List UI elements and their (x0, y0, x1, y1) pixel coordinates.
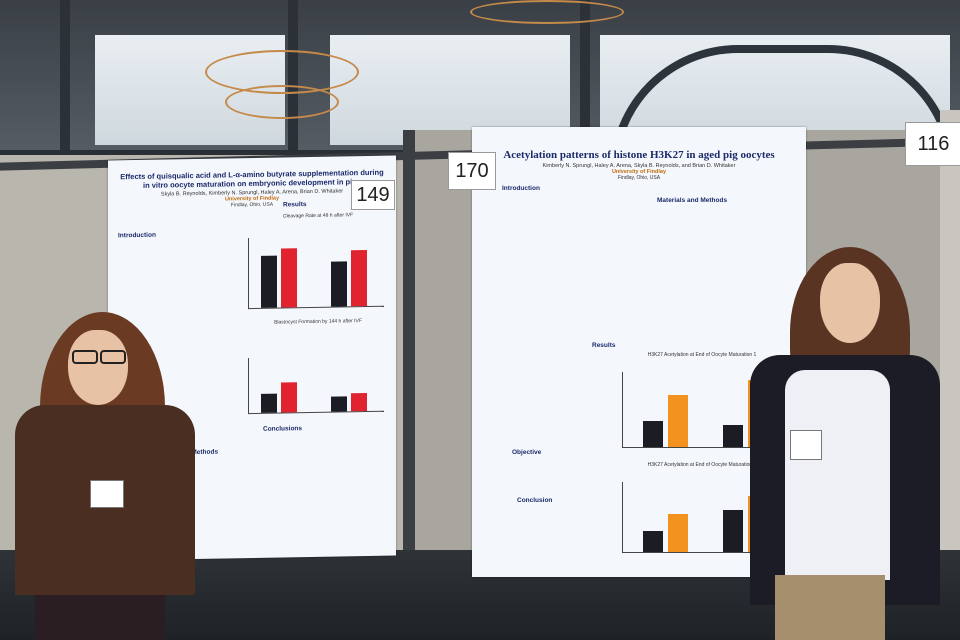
poster-authors: Kimberly N. Sprungl, Haley A. Arena, Sky… (542, 163, 736, 169)
chart-bar (668, 513, 688, 552)
poster-number-card: 170 (448, 152, 496, 190)
chart-bar (643, 531, 663, 552)
name-badge (90, 480, 124, 508)
poster-number-card: 149 (351, 180, 395, 210)
chart-title: Cleavage Rate at 48 h after IVF (282, 212, 354, 220)
section-heading: Introduction (118, 231, 156, 240)
glasses (72, 350, 98, 364)
section-heading: Results (283, 201, 307, 209)
section-heading: Conclusions (263, 425, 303, 433)
khaki-pants (775, 575, 885, 640)
floral-blouse (785, 370, 890, 580)
face (68, 330, 128, 405)
poster-institution: University of Findlay (611, 169, 667, 175)
chart-bar (261, 393, 277, 413)
pants (35, 595, 165, 640)
section-heading: Results (592, 342, 616, 349)
bar-chart (248, 235, 384, 310)
chandelier (470, 0, 624, 24)
chart-title: H3K27 Acetylation at End of Oocyte Matur… (647, 352, 757, 358)
chart-bar (723, 510, 743, 552)
poster-location: Findlay, Ohio, USA (617, 175, 661, 181)
name-badge (790, 430, 822, 460)
chart-bar (331, 395, 347, 412)
chart-bar (281, 381, 297, 413)
chart-bar (351, 249, 367, 307)
section-heading: Materials and Methods (657, 197, 728, 204)
chart-bar (643, 420, 663, 447)
partition-post (403, 130, 415, 560)
chart-title: Blastocyst Formation by 144 h after IVF (274, 318, 362, 326)
window-mullion (60, 0, 70, 150)
section-heading: Introduction (502, 185, 540, 192)
partition-wall-right (940, 110, 960, 560)
chart-bar (261, 255, 277, 308)
section-heading: Conclusion (517, 497, 553, 504)
chart-bar (351, 393, 367, 412)
chandelier (225, 85, 339, 119)
bar-chart (248, 355, 384, 415)
window (330, 35, 570, 145)
chart-title: H3K27 Acetylation at End of Oocyte Matur… (647, 462, 757, 468)
presenter-left (10, 310, 200, 640)
chart-bar (281, 247, 297, 308)
section-heading: Objective (512, 449, 542, 456)
window-mullion (580, 0, 590, 150)
face (820, 263, 880, 343)
glasses (100, 350, 126, 364)
chart-bar (668, 394, 688, 447)
chart-bar (331, 260, 347, 307)
poster-title: Acetylation patterns of histone H3K27 in… (503, 149, 775, 161)
poster-number-card: 116 (905, 122, 960, 166)
chart-bar (723, 424, 743, 447)
presenter-right (745, 245, 945, 640)
